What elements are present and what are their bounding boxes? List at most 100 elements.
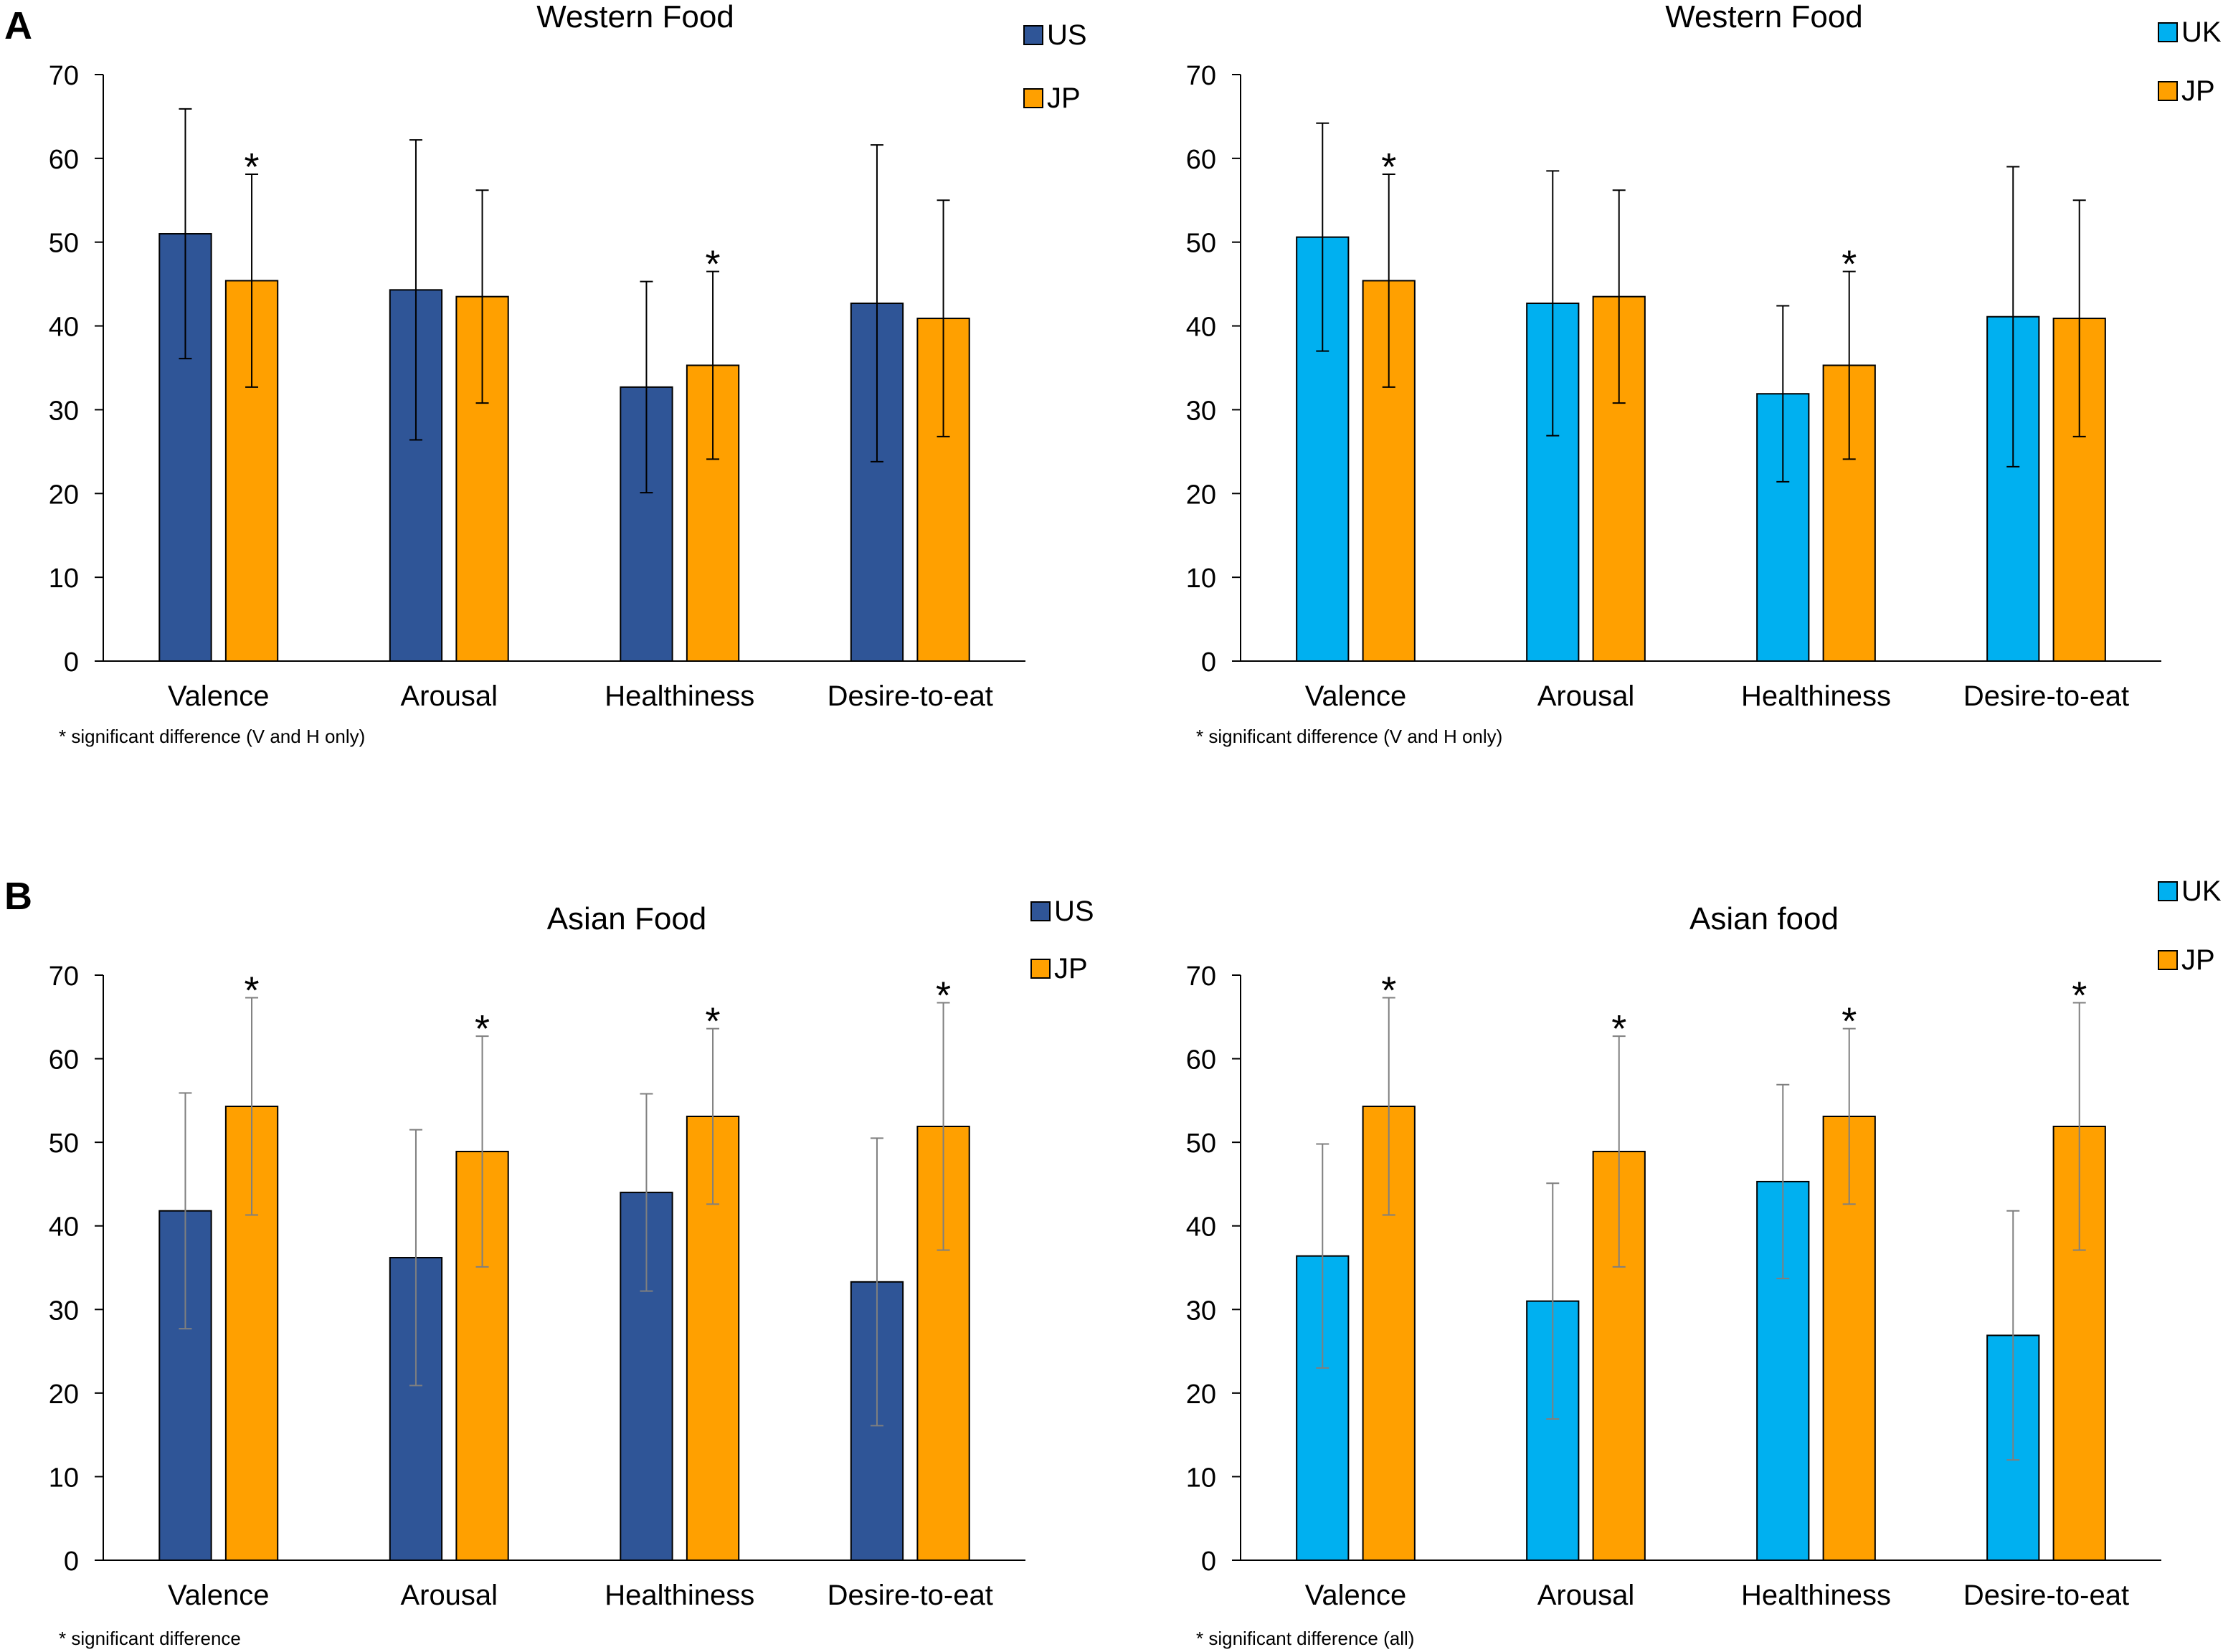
legend-label: JP xyxy=(1047,82,1081,114)
chart-title: Asian food xyxy=(1689,901,1839,936)
significance-star-healthiness: * xyxy=(706,1000,721,1043)
y-tick-label: 20 xyxy=(49,480,79,510)
y-tick-label: 30 xyxy=(49,1296,79,1326)
footnote: * significant difference (V and H only) xyxy=(1196,726,1502,747)
chart-title: Asian Food xyxy=(547,901,707,936)
significance-star-healthiness: * xyxy=(1842,243,1857,286)
chart-asian-us-jp: Asian Food 0 10 20 30 40 50 60 70 Valence * Arousal… xyxy=(49,896,1094,1649)
significance-star-healthiness: * xyxy=(706,243,721,286)
error-bar-uk-healthiness xyxy=(1776,305,1790,483)
x-tick-label-valence: Valence xyxy=(1305,1580,1407,1611)
x-tick-label-arousal: Arousal xyxy=(1537,1580,1635,1611)
legend-label: JP xyxy=(1054,953,1088,984)
y-tick-label: 20 xyxy=(49,1380,79,1410)
legend-label: US xyxy=(1047,19,1087,51)
legend-item-jp: JP xyxy=(2158,944,2215,976)
y-tick-label: 20 xyxy=(1186,1380,1216,1410)
y-tick-label: 0 xyxy=(1201,1547,1216,1577)
legend-item-us: US xyxy=(1030,896,1094,927)
error-bar-jp-healthiness xyxy=(706,1027,720,1205)
error-bar-jp-desire-to-eat xyxy=(937,199,950,437)
footnote: * significant difference xyxy=(59,1628,241,1649)
legend-label: JP xyxy=(2181,75,2215,107)
y-tick-label: 40 xyxy=(49,1212,79,1243)
panel-label-b: B xyxy=(4,875,32,918)
footnote: * significant difference (all) xyxy=(1196,1628,1414,1649)
error-bar-uk-arousal xyxy=(1546,1182,1560,1420)
x-tick-label-arousal: Arousal xyxy=(400,1580,498,1611)
legend-label: UK xyxy=(2181,875,2222,907)
significance-star-valence: * xyxy=(245,146,260,189)
legend-item-uk: UK xyxy=(2158,875,2222,907)
error-bar-jp-healthiness xyxy=(1842,1027,1856,1205)
significance-star-healthiness: * xyxy=(1842,1000,1857,1043)
x-tick-label-arousal: Arousal xyxy=(400,680,498,712)
panel-label-a: A xyxy=(4,4,32,47)
y-tick-label: 60 xyxy=(49,145,79,175)
y-tick-label: 40 xyxy=(49,313,79,343)
error-bar-jp-healthiness xyxy=(1842,270,1856,460)
error-bar-uk-valence xyxy=(1316,1143,1329,1369)
error-bar-jp-valence xyxy=(245,174,259,388)
y-tick-label: 10 xyxy=(49,1463,79,1493)
error-bar-jp-arousal xyxy=(475,189,489,404)
legend-item-jp: JP xyxy=(1023,82,1081,114)
bar-jp-valence xyxy=(224,280,279,662)
error-bar-jp-desire-to-eat xyxy=(2072,199,2086,437)
legend-swatch xyxy=(1030,959,1051,979)
significance-star-arousal: * xyxy=(1611,1007,1626,1050)
error-bar-uk-desire-to-eat xyxy=(2006,1210,2020,1461)
legend-label: UK xyxy=(2181,16,2222,48)
legend-swatch xyxy=(2158,950,2178,970)
error-bar-uk-arousal xyxy=(1546,170,1560,437)
error-bar-uk-valence xyxy=(1316,122,1329,352)
chart-western-us-jp: Western Food 0 10 20 30 40 50 60 70 Valence * Arous… xyxy=(49,0,1087,747)
error-bar-us-valence xyxy=(179,108,192,360)
chart-asian-uk-jp: Asian food 0 10 20 30 40 50 60 70 Valence * Arousal… xyxy=(1186,875,2222,1649)
error-bar-us-healthiness xyxy=(640,1093,653,1292)
significance-star-valence: * xyxy=(245,969,260,1012)
error-bar-jp-arousal xyxy=(1612,189,1626,404)
chart-title: Western Food xyxy=(536,0,734,34)
y-tick-label: 50 xyxy=(49,229,79,259)
y-tick-label: 40 xyxy=(1186,1212,1216,1243)
error-bar-us-arousal xyxy=(409,139,422,441)
y-tick-label: 60 xyxy=(49,1045,79,1076)
error-bar-us-desire-to-eat xyxy=(870,144,883,462)
x-tick-label-desire-to-eat: Desire-to-eat xyxy=(828,680,993,712)
significance-star-desire-to-eat: * xyxy=(936,974,951,1017)
y-tick-label: 70 xyxy=(49,962,79,992)
error-bar-jp-valence xyxy=(245,997,259,1216)
x-tick-label-desire-to-eat: Desire-to-eat xyxy=(828,1580,993,1611)
significance-star-desire-to-eat: * xyxy=(2072,974,2087,1017)
y-tick-label: 30 xyxy=(1186,396,1216,426)
y-tick-label: 10 xyxy=(1186,1463,1216,1493)
y-tick-label: 60 xyxy=(1186,1045,1216,1076)
y-tick-label: 50 xyxy=(49,1129,79,1159)
legend-item-jp: JP xyxy=(1030,953,1088,984)
error-bar-jp-arousal xyxy=(1612,1035,1626,1268)
chart-title: Western Food xyxy=(1665,0,1863,34)
significance-star-valence: * xyxy=(1381,146,1396,189)
legend-item-jp: JP xyxy=(2158,75,2215,107)
legend-swatch xyxy=(1030,901,1051,921)
error-bar-jp-arousal xyxy=(475,1035,489,1268)
x-tick-label-healthiness: Healthiness xyxy=(1741,1580,1891,1611)
legend-item-uk: UK xyxy=(2158,16,2222,48)
error-bar-jp-valence xyxy=(1382,174,1395,388)
x-tick-label-healthiness: Healthiness xyxy=(1741,680,1891,712)
significance-star-valence: * xyxy=(1381,969,1396,1012)
x-tick-label-arousal: Arousal xyxy=(1537,680,1635,712)
footnote: * significant difference (V and H only) xyxy=(59,726,365,747)
y-tick-label: 10 xyxy=(49,564,79,594)
y-tick-label: 50 xyxy=(1186,229,1216,259)
y-tick-label: 60 xyxy=(1186,145,1216,175)
legend-swatch xyxy=(2158,81,2178,101)
legend-swatch xyxy=(1023,88,1043,108)
legend-swatch xyxy=(1023,25,1043,45)
y-tick-label: 10 xyxy=(1186,564,1216,594)
chart-western-uk-jp: Western Food 0 10 20 30 40 50 60 70 Valence * Arous… xyxy=(1186,0,2222,747)
legend-swatch xyxy=(2158,22,2178,42)
y-tick-label: 0 xyxy=(64,1547,79,1577)
